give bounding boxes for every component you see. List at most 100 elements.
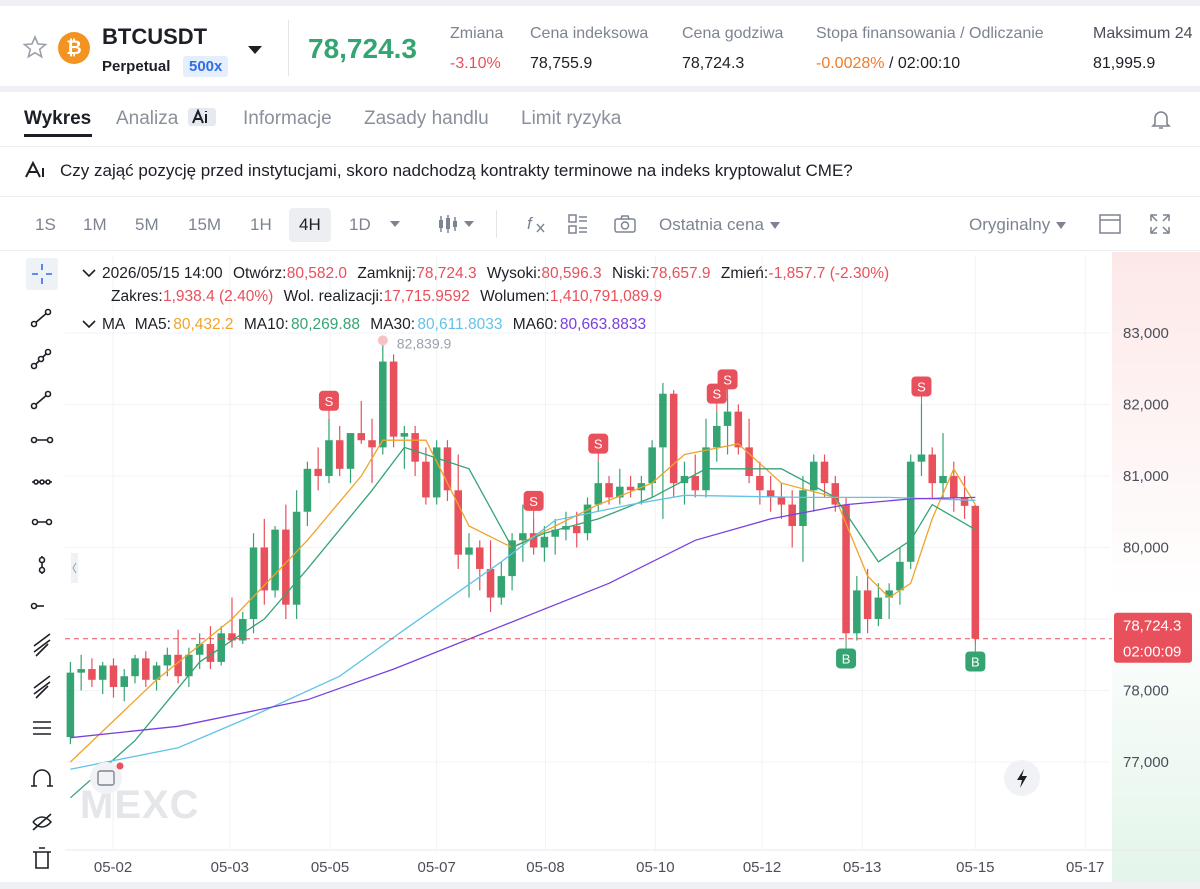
candle-body bbox=[454, 490, 462, 555]
interval[interactable]: 1H bbox=[250, 215, 272, 234]
indicator-button[interactable]: f bbox=[526, 213, 548, 235]
candle-body bbox=[659, 393, 667, 448]
candle-body bbox=[583, 504, 592, 534]
candle-body bbox=[346, 433, 355, 469]
drawing-tools[interactable] bbox=[26, 258, 58, 869]
stat-label-part: Odliczanie bbox=[969, 25, 1044, 42]
y-tick-label: 78,000 bbox=[1123, 683, 1169, 700]
x-tick-label: 05-05 bbox=[311, 859, 349, 876]
ma-value: 80,432.2 bbox=[173, 316, 234, 333]
dropdown-arrow[interactable] bbox=[388, 219, 402, 229]
x-tick-label: 05-12 bbox=[743, 859, 781, 876]
ma-value: 80,611.8033 bbox=[417, 316, 503, 333]
candle-body bbox=[605, 483, 613, 498]
candle-body bbox=[174, 654, 182, 677]
replay-button[interactable] bbox=[90, 762, 122, 794]
candle-body bbox=[626, 486, 635, 491]
x-tick-label: 05-13 bbox=[843, 859, 881, 876]
stat-value: -3.10% bbox=[450, 55, 501, 72]
interval[interactable]: 15M bbox=[188, 215, 222, 234]
candle-body bbox=[314, 468, 322, 476]
stat-value: -0.0028% / 02:00:10 bbox=[816, 55, 961, 72]
favorite-star[interactable] bbox=[22, 34, 48, 60]
marker-box bbox=[588, 433, 609, 454]
view-mode[interactable]: Oryginalny bbox=[969, 215, 1067, 235]
candle-body bbox=[756, 475, 764, 491]
candle-body bbox=[519, 533, 527, 541]
dropdown-arrow bbox=[1056, 222, 1066, 229]
candle-body bbox=[249, 547, 258, 620]
interval[interactable]: 1D bbox=[349, 215, 371, 234]
candle-body bbox=[809, 461, 818, 491]
symbol: BTCUSDT bbox=[102, 24, 208, 49]
high-label: 82,839.9 bbox=[397, 335, 452, 351]
fullscreen-button[interactable] bbox=[1149, 213, 1171, 235]
ma-line bbox=[69, 446, 976, 799]
ohlc-row: Zakres: 1,938.4 (2.40%) Wol. realizacji:… bbox=[82, 285, 889, 308]
stat-label-part: Stopa finansowania bbox=[816, 25, 956, 42]
divider bbox=[0, 250, 1200, 251]
ohlc-time: 2026/05/15 14:00 bbox=[102, 265, 223, 282]
news-banner[interactable]: Czy zająć pozycję przed instytucjami, sk… bbox=[60, 161, 853, 180]
candle-body bbox=[475, 547, 484, 569]
candle-body bbox=[540, 536, 549, 548]
chart-type-button[interactable] bbox=[436, 213, 476, 235]
y-tick-label: 83,000 bbox=[1123, 325, 1169, 342]
info-value: 1,938.4 (2.40%) bbox=[163, 288, 274, 305]
candle-body bbox=[745, 447, 753, 476]
tab[interactable]: Wykres bbox=[24, 108, 92, 129]
screenshot-button[interactable] bbox=[613, 214, 637, 234]
collapse-arrow bbox=[72, 562, 77, 574]
collapse-arrow[interactable] bbox=[82, 268, 96, 278]
bell-icon[interactable] bbox=[1150, 108, 1172, 130]
divider bbox=[0, 146, 1200, 147]
candle-body bbox=[594, 483, 603, 505]
lightning-icon bbox=[1017, 769, 1027, 788]
info-value: 17,715.9592 bbox=[383, 288, 470, 305]
interval[interactable]: 5M bbox=[135, 215, 159, 234]
ma-value: 80,663.8833 bbox=[559, 316, 647, 333]
candle-body bbox=[271, 529, 279, 591]
info-label: Zakres: bbox=[111, 288, 163, 305]
stat-label: Maksimum 24 bbox=[1093, 25, 1193, 42]
ma-name: MA30: bbox=[370, 316, 416, 333]
stat-label: Cena godziwa bbox=[682, 25, 784, 42]
interval[interactable]: 1S bbox=[35, 215, 56, 234]
candle-body bbox=[400, 433, 409, 437]
interval-active[interactable]: 4H bbox=[289, 208, 331, 242]
price-tag-value: 78,724.3 bbox=[1123, 618, 1181, 635]
candle-body bbox=[648, 447, 656, 484]
collapse-arrow[interactable] bbox=[82, 319, 96, 329]
stat-value: 78,755.9 bbox=[530, 55, 593, 72]
symbol-dropdown[interactable] bbox=[246, 44, 264, 56]
tab[interactable]: Analiza bbox=[116, 108, 216, 130]
trade-marker: S bbox=[588, 433, 609, 462]
tab[interactable]: Zasady handlu bbox=[364, 108, 489, 129]
candle-body bbox=[928, 454, 937, 484]
info-value: 80,582.0 bbox=[286, 265, 348, 282]
candle-body bbox=[88, 669, 96, 680]
candle-body bbox=[260, 547, 269, 591]
collapse-handle[interactable] bbox=[71, 553, 78, 583]
info-value: 78,657.9 bbox=[650, 265, 711, 282]
candle-body bbox=[422, 461, 430, 498]
marker-box bbox=[717, 369, 738, 390]
ai-icon bbox=[187, 108, 216, 126]
price-type[interactable]: Ostatnia cena bbox=[659, 215, 781, 235]
info-label: Otwórz: bbox=[232, 265, 287, 282]
marker-label: B bbox=[842, 651, 851, 666]
candle-body bbox=[185, 654, 193, 677]
drawing-toolbar bbox=[0, 252, 65, 882]
candle-body bbox=[282, 529, 290, 605]
layout-button[interactable] bbox=[1098, 213, 1122, 235]
trade-marker: B bbox=[836, 640, 857, 669]
candle-body bbox=[950, 475, 958, 498]
candle-body bbox=[486, 568, 495, 598]
template-button[interactable] bbox=[567, 213, 589, 235]
interval[interactable]: 1M bbox=[83, 215, 107, 234]
candle-body bbox=[411, 433, 419, 462]
tab[interactable]: Limit ryzyka bbox=[521, 108, 622, 129]
tab[interactable]: Informacje bbox=[243, 108, 332, 129]
